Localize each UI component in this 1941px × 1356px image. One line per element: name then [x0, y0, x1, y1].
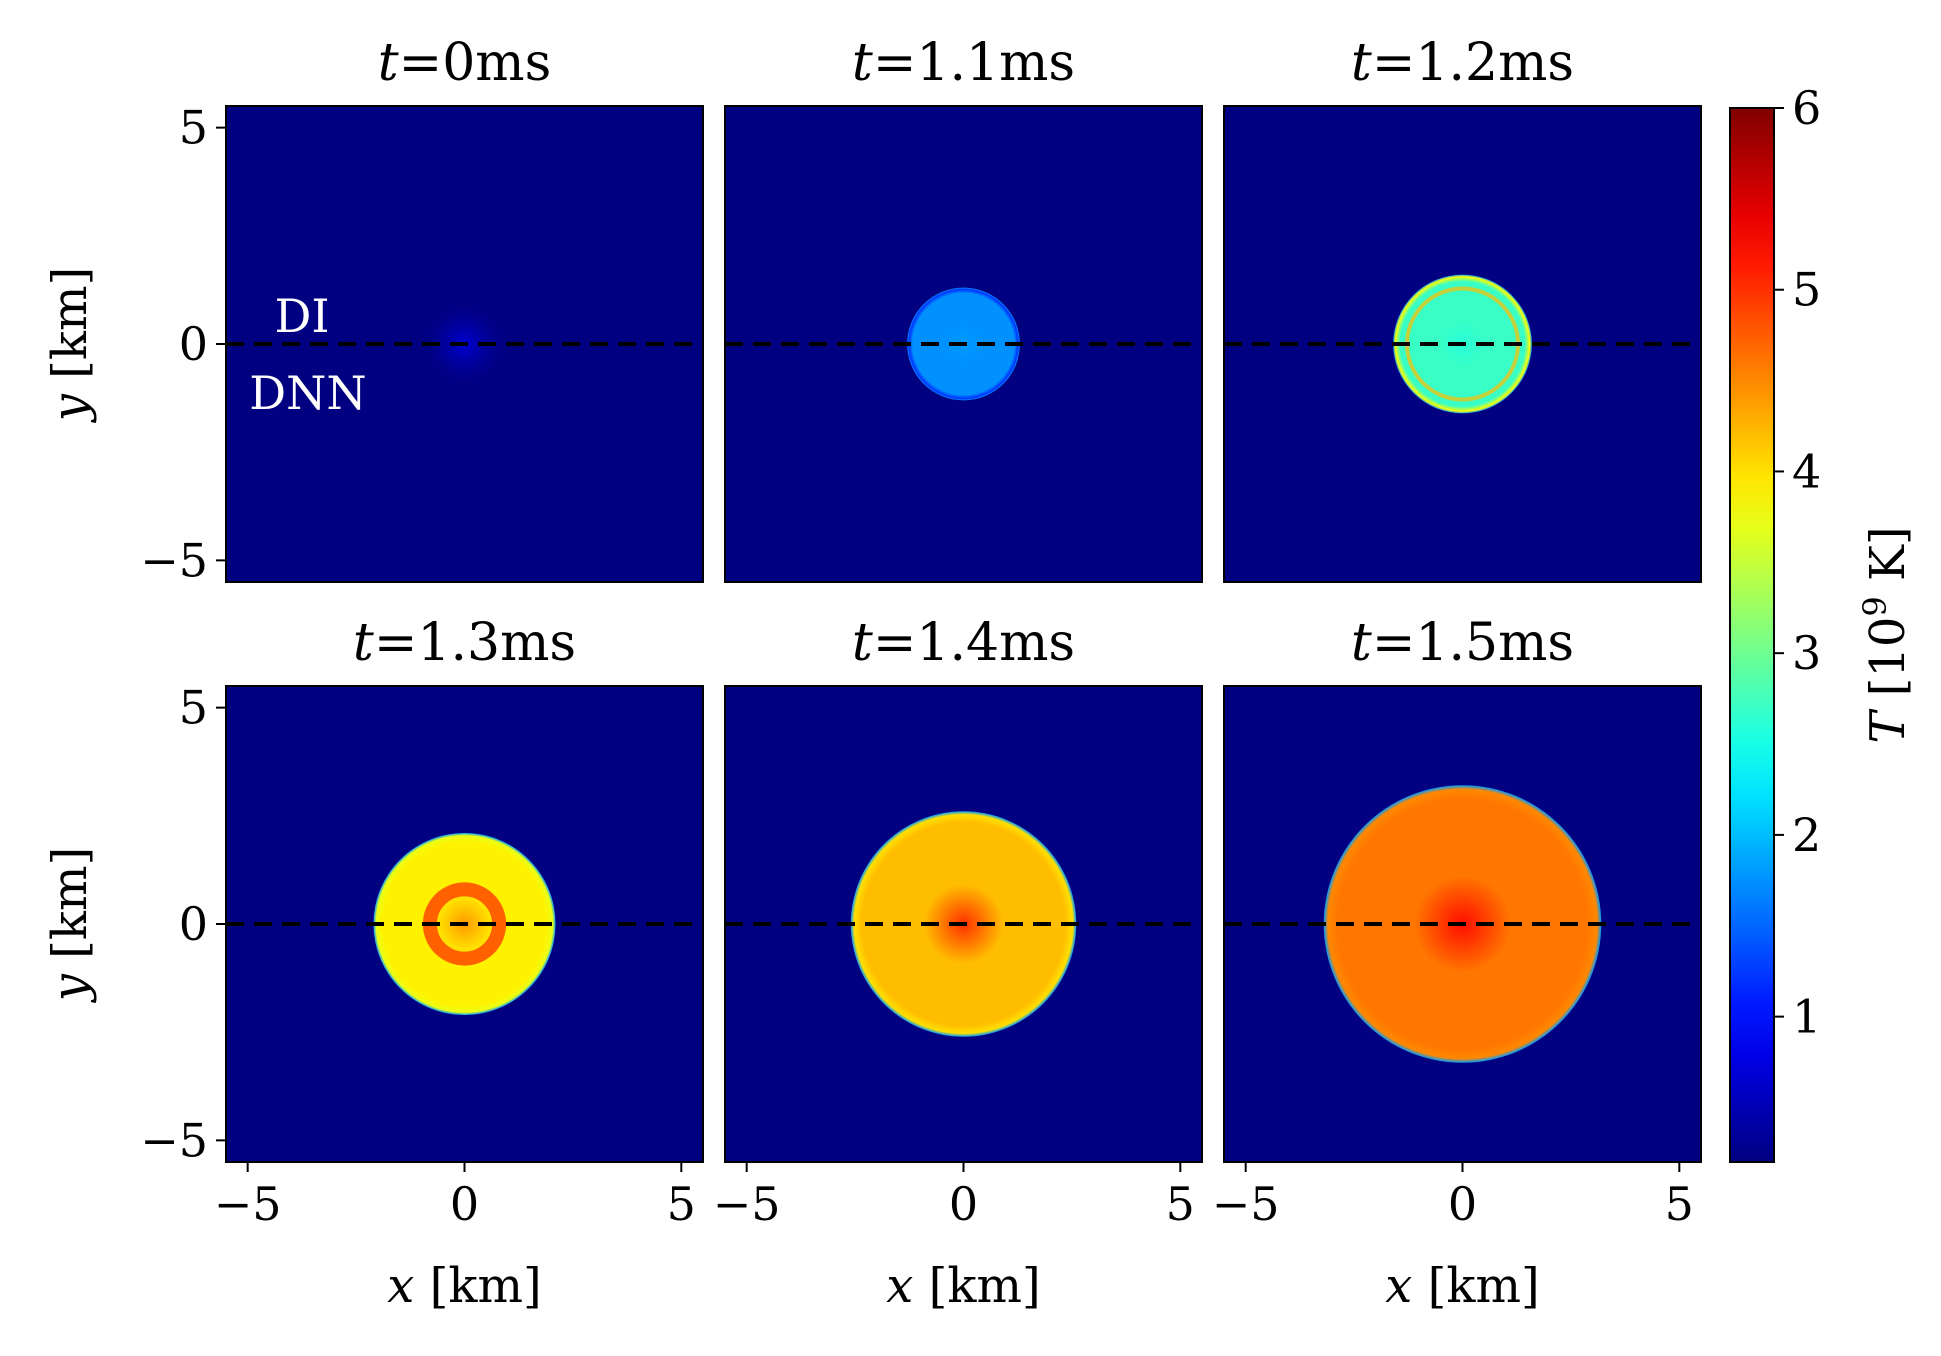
x-tick-label: 0	[949, 1177, 978, 1231]
colorbar-unit-exponent: 9	[1856, 596, 1894, 616]
panel-6: t=1.5ms −5 0 5 x [km]	[1212, 613, 1702, 1314]
x-axis-symbol: x	[1385, 1258, 1412, 1314]
x-tick-label: 0	[1448, 1177, 1477, 1231]
colorbar-unit-post: K]	[1860, 526, 1916, 596]
time-value: =1.2ms	[1372, 33, 1574, 93]
panel-title: t=1.1ms	[852, 33, 1075, 93]
colorbar-tick-label: 5	[1792, 263, 1821, 317]
panel-2: t=1.1ms	[724, 33, 1203, 583]
colorbar-tick-label: 1	[1792, 990, 1821, 1044]
x-axis-symbol: x	[886, 1258, 913, 1314]
time-symbol: t	[1351, 33, 1372, 93]
x-axis-label: x [km]	[1385, 1258, 1539, 1314]
y-axis-label: y [km]	[42, 267, 98, 423]
colorbar-symbol: T	[1860, 709, 1916, 744]
time-value: =0ms	[399, 33, 552, 93]
x-tick-label: 5	[667, 1177, 696, 1231]
y-axis-unit: [km]	[42, 847, 98, 974]
time-symbol: t	[852, 33, 873, 93]
y-axis-symbol: y	[42, 393, 98, 423]
panel-frame	[1223, 105, 1702, 583]
y-tick-label: 5	[179, 681, 208, 735]
time-symbol: t	[378, 33, 399, 93]
x-tick-label: −5	[1212, 1177, 1280, 1231]
panel-3: t=1.2ms	[1223, 33, 1702, 583]
x-tick-label: −5	[214, 1177, 282, 1231]
colorbar-label: T [109 K]	[1856, 526, 1916, 743]
y-tick-label: 0	[179, 897, 208, 951]
x-axis-symbol: x	[387, 1258, 414, 1314]
panel-4: t=1.3ms −5 0 5 y [km] −5 0 5 x [km]	[42, 613, 704, 1314]
panel-frame	[724, 105, 1203, 583]
y-tick-label: −5	[140, 533, 208, 587]
panel-1: t=0ms −5 0 5 y [km] DI DNN	[42, 33, 704, 587]
time-symbol: t	[353, 613, 374, 673]
x-axis-unit: [km]	[414, 1258, 541, 1314]
x-axis-label: x [km]	[886, 1258, 1040, 1314]
colorbar-gradient	[1730, 108, 1774, 1162]
y-tick-label: 5	[179, 101, 208, 155]
colorbar-tick-label: 2	[1792, 808, 1821, 862]
time-symbol: t	[1351, 613, 1372, 673]
colorbar-tick-label: 3	[1792, 626, 1821, 680]
panel-title: t=1.2ms	[1351, 33, 1574, 93]
time-symbol: t	[852, 613, 873, 673]
colorbar-frame	[1729, 107, 1775, 1163]
colorbar: 1 2 3 4 5 6 T [109 K]	[1729, 81, 1916, 1163]
colorbar-tick-label: 6	[1792, 81, 1821, 135]
x-axis-unit: [km]	[1412, 1258, 1539, 1314]
colorbar-unit-pre: [10	[1860, 617, 1916, 712]
x-axis-unit: [km]	[913, 1258, 1040, 1314]
x-tick-label: −5	[713, 1177, 781, 1231]
panel-title: t=1.4ms	[852, 613, 1075, 673]
panel-title: t=1.5ms	[1351, 613, 1574, 673]
legend-dnn: DNN	[249, 366, 366, 420]
panel-title: t=1.3ms	[353, 613, 576, 673]
time-value: =1.4ms	[873, 613, 1075, 673]
x-tick-label: 5	[1665, 1177, 1694, 1231]
panel-5: t=1.4ms −5 0 5 x [km]	[713, 613, 1203, 1314]
panel-title: t=0ms	[378, 33, 552, 93]
y-tick-label: 0	[179, 317, 208, 371]
time-value: =1.1ms	[873, 33, 1075, 93]
time-value: =1.3ms	[374, 613, 576, 673]
x-tick-label: 5	[1166, 1177, 1195, 1231]
y-tick-label: −5	[140, 1113, 208, 1167]
y-axis-symbol: y	[42, 973, 98, 1003]
x-axis-label: x [km]	[387, 1258, 541, 1314]
y-axis-label: y [km]	[42, 847, 98, 1003]
legend-di: DI	[274, 289, 329, 343]
colorbar-tick-label: 4	[1792, 444, 1821, 498]
y-axis-unit: [km]	[42, 267, 98, 394]
time-value: =1.5ms	[1372, 613, 1574, 673]
x-tick-label: 0	[450, 1177, 479, 1231]
